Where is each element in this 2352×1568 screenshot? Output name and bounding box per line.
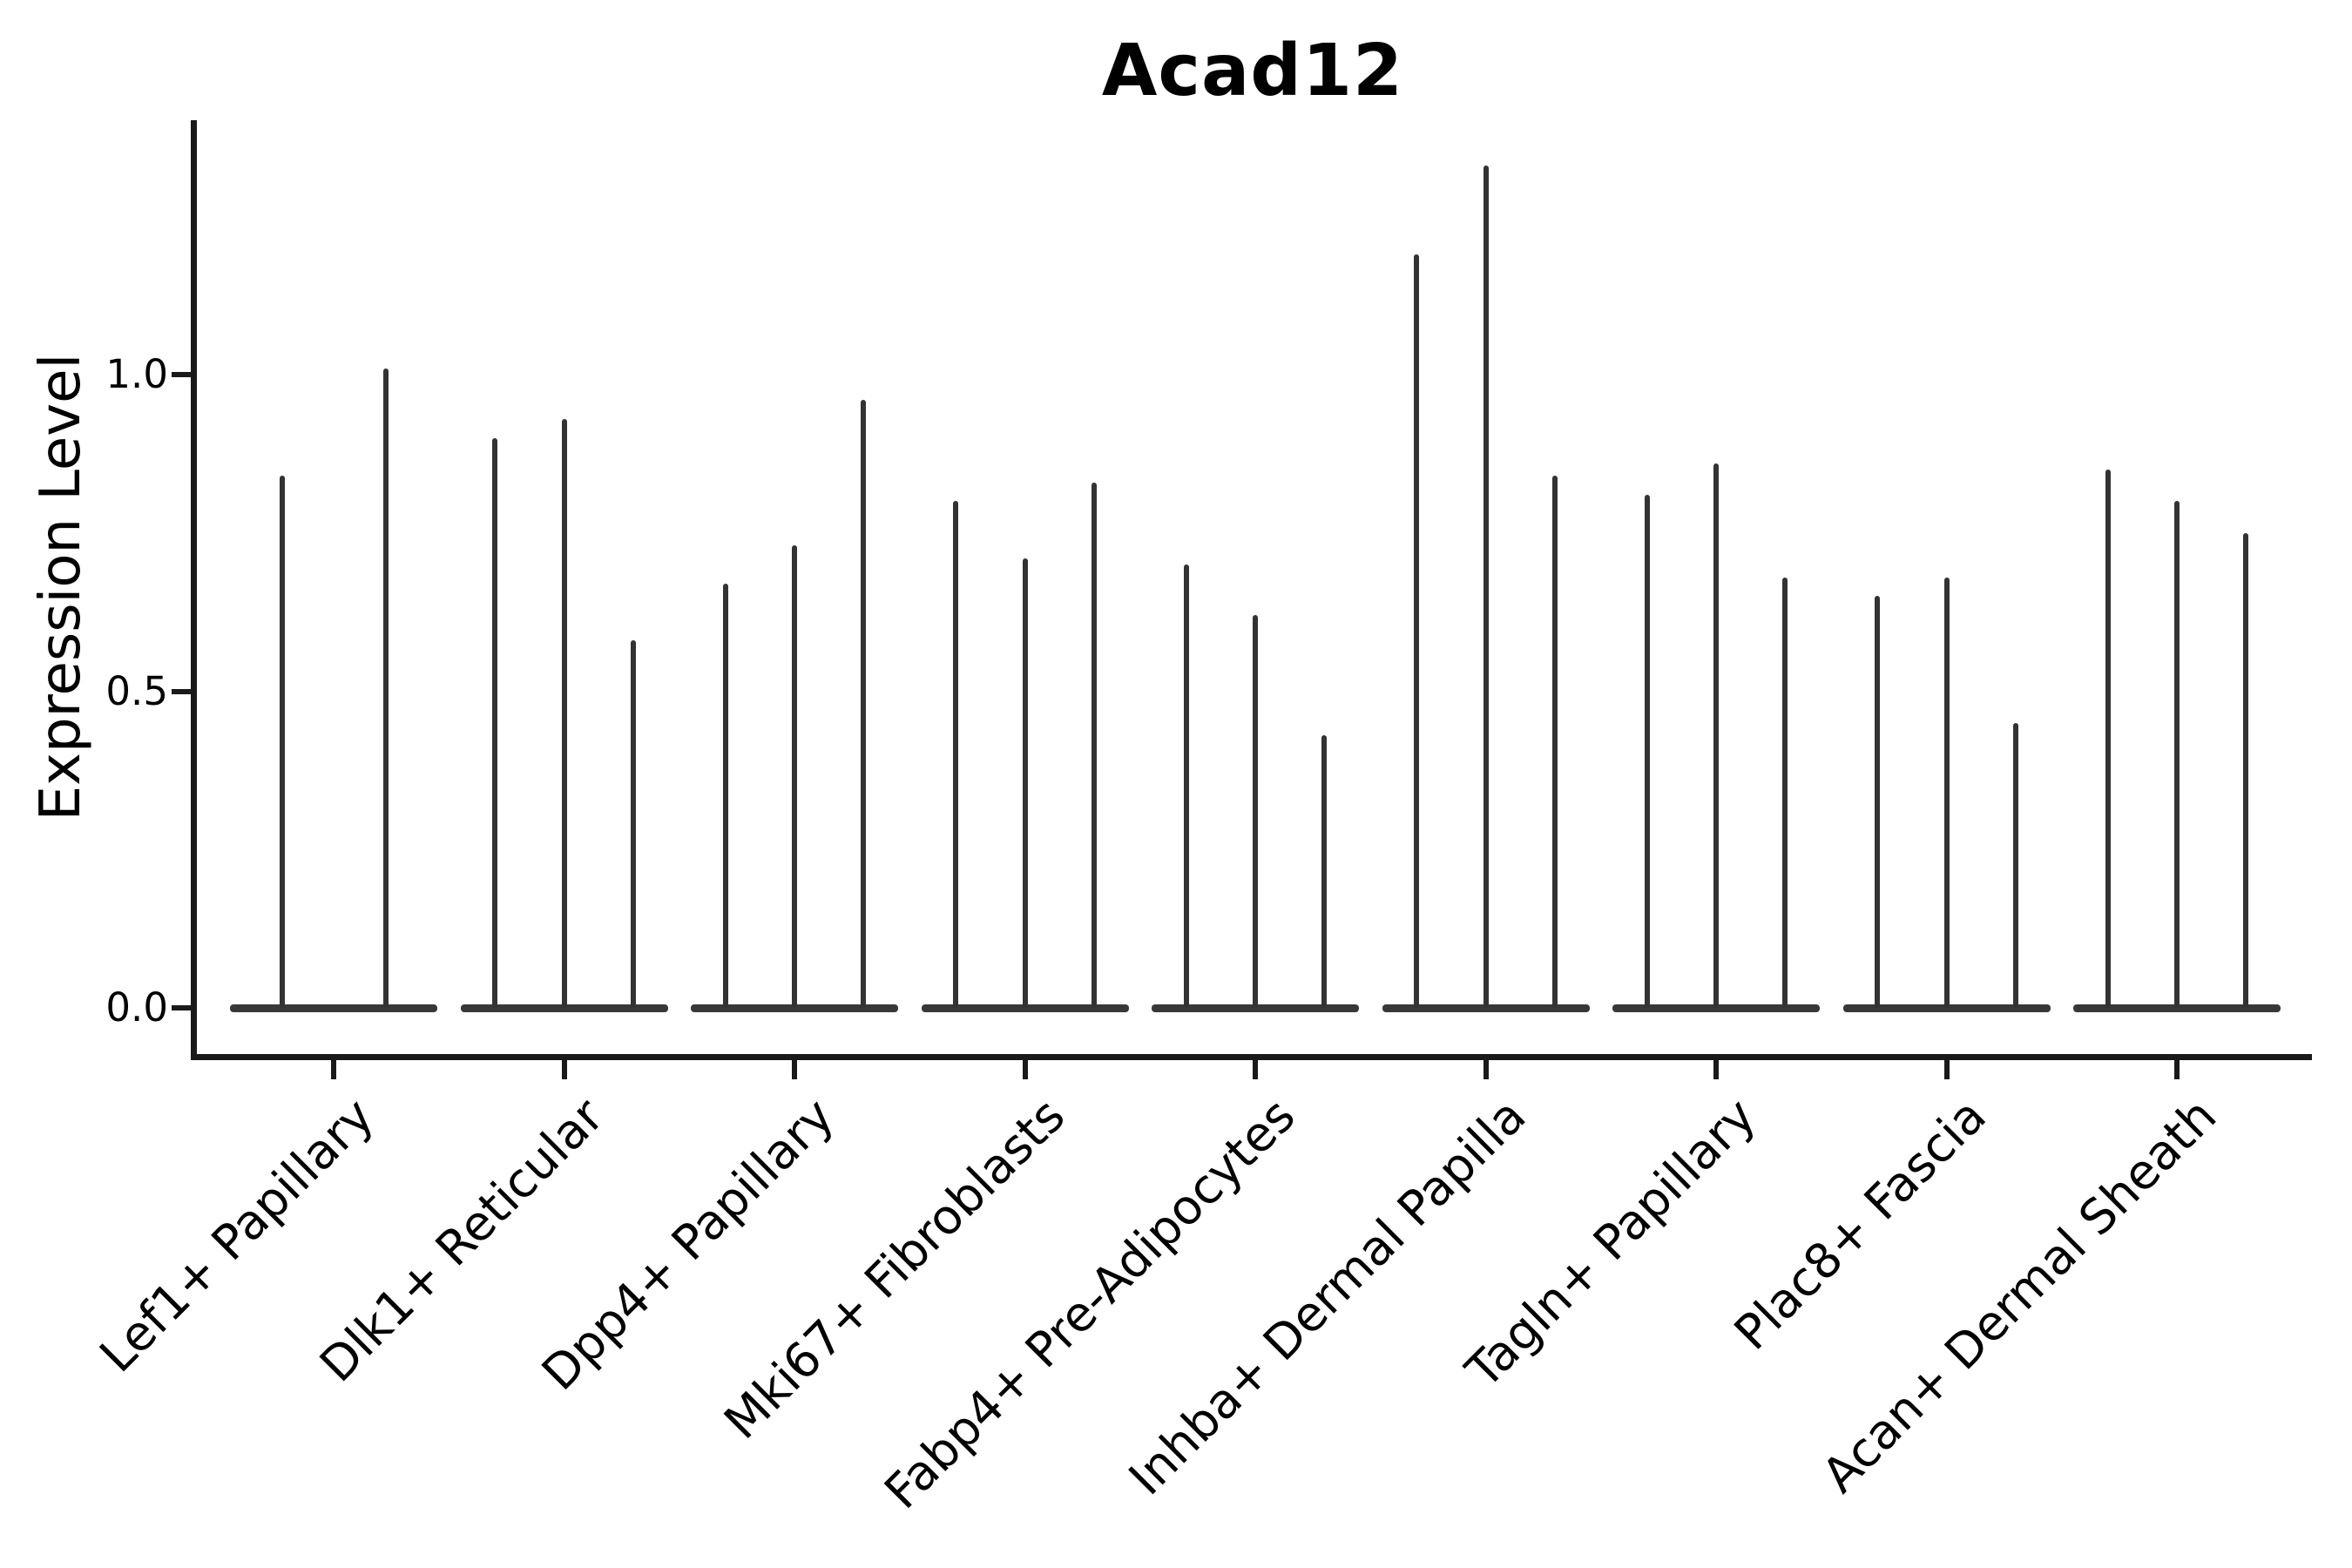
violin-spike — [2243, 533, 2249, 1008]
x-tick — [331, 1060, 336, 1079]
violin-spike — [1183, 564, 1189, 1008]
violin-spike — [561, 419, 567, 1008]
x-axis-spine — [191, 1054, 2312, 1060]
violin-spike — [722, 584, 728, 1008]
violin-spike — [1943, 578, 1950, 1008]
violin-spike — [1713, 463, 1719, 1008]
violin-spike — [1091, 483, 1097, 1008]
x-tick — [1022, 1060, 1028, 1079]
violin-spike — [2105, 470, 2111, 1008]
violin-baseline — [1152, 1004, 1359, 1012]
y-tick — [172, 688, 191, 694]
x-category-label: Acan+ Dermal Sheath — [1811, 1087, 2227, 1504]
violin-spike — [382, 368, 389, 1008]
y-axis-label: Expression Level — [29, 353, 93, 821]
violin-baseline — [230, 1004, 437, 1012]
violin-spike — [1644, 495, 1650, 1008]
violin-spike — [1875, 596, 1881, 1008]
y-tick-label: 1.0 — [105, 351, 168, 397]
violin-spike — [1782, 578, 1788, 1008]
x-tick — [792, 1060, 797, 1079]
x-category-label: Fabp4+ Pre-Adipocytes — [874, 1087, 1306, 1520]
violin-spike — [953, 501, 959, 1008]
violin-spike — [279, 476, 285, 1008]
x-tick — [1713, 1060, 1719, 1079]
violin-spike — [1022, 558, 1028, 1008]
violin-spike — [1253, 615, 1258, 1008]
violin-baseline — [460, 1004, 668, 1012]
violin-baseline — [1842, 1004, 2051, 1012]
x-tick — [2174, 1060, 2180, 1079]
violin-baseline — [921, 1004, 1129, 1012]
violin-spike — [2012, 723, 2018, 1008]
violin-spike — [1321, 735, 1328, 1008]
x-category-label: Plac8+ Fascia — [1723, 1087, 1997, 1361]
violin-baseline — [691, 1004, 898, 1012]
x-tick — [1253, 1060, 1258, 1079]
x-tick — [1483, 1060, 1489, 1079]
y-tick — [172, 372, 191, 377]
x-tick — [561, 1060, 567, 1079]
violin-spike — [630, 640, 636, 1008]
y-tick — [172, 1005, 191, 1010]
x-category-label: Inhba+ Dermal Papilla — [1118, 1087, 1537, 1506]
violin-baseline — [2073, 1004, 2281, 1012]
violin-spike — [792, 545, 797, 1008]
violin-spike — [1551, 476, 1558, 1008]
violin-spike — [492, 438, 498, 1008]
violin-spike — [861, 400, 867, 1008]
violin-baseline — [1382, 1004, 1590, 1012]
chart-title: Acad12 — [1101, 30, 1404, 112]
y-tick-label: 0.5 — [105, 667, 168, 714]
violin-spike — [2174, 501, 2180, 1008]
violin-baseline — [1612, 1004, 1820, 1012]
x-tick — [1943, 1060, 1950, 1079]
y-tick-label: 0.0 — [105, 984, 168, 1031]
y-axis-spine — [191, 120, 197, 1060]
violin-spike — [1414, 254, 1420, 1008]
violin-spike — [1483, 166, 1489, 1008]
